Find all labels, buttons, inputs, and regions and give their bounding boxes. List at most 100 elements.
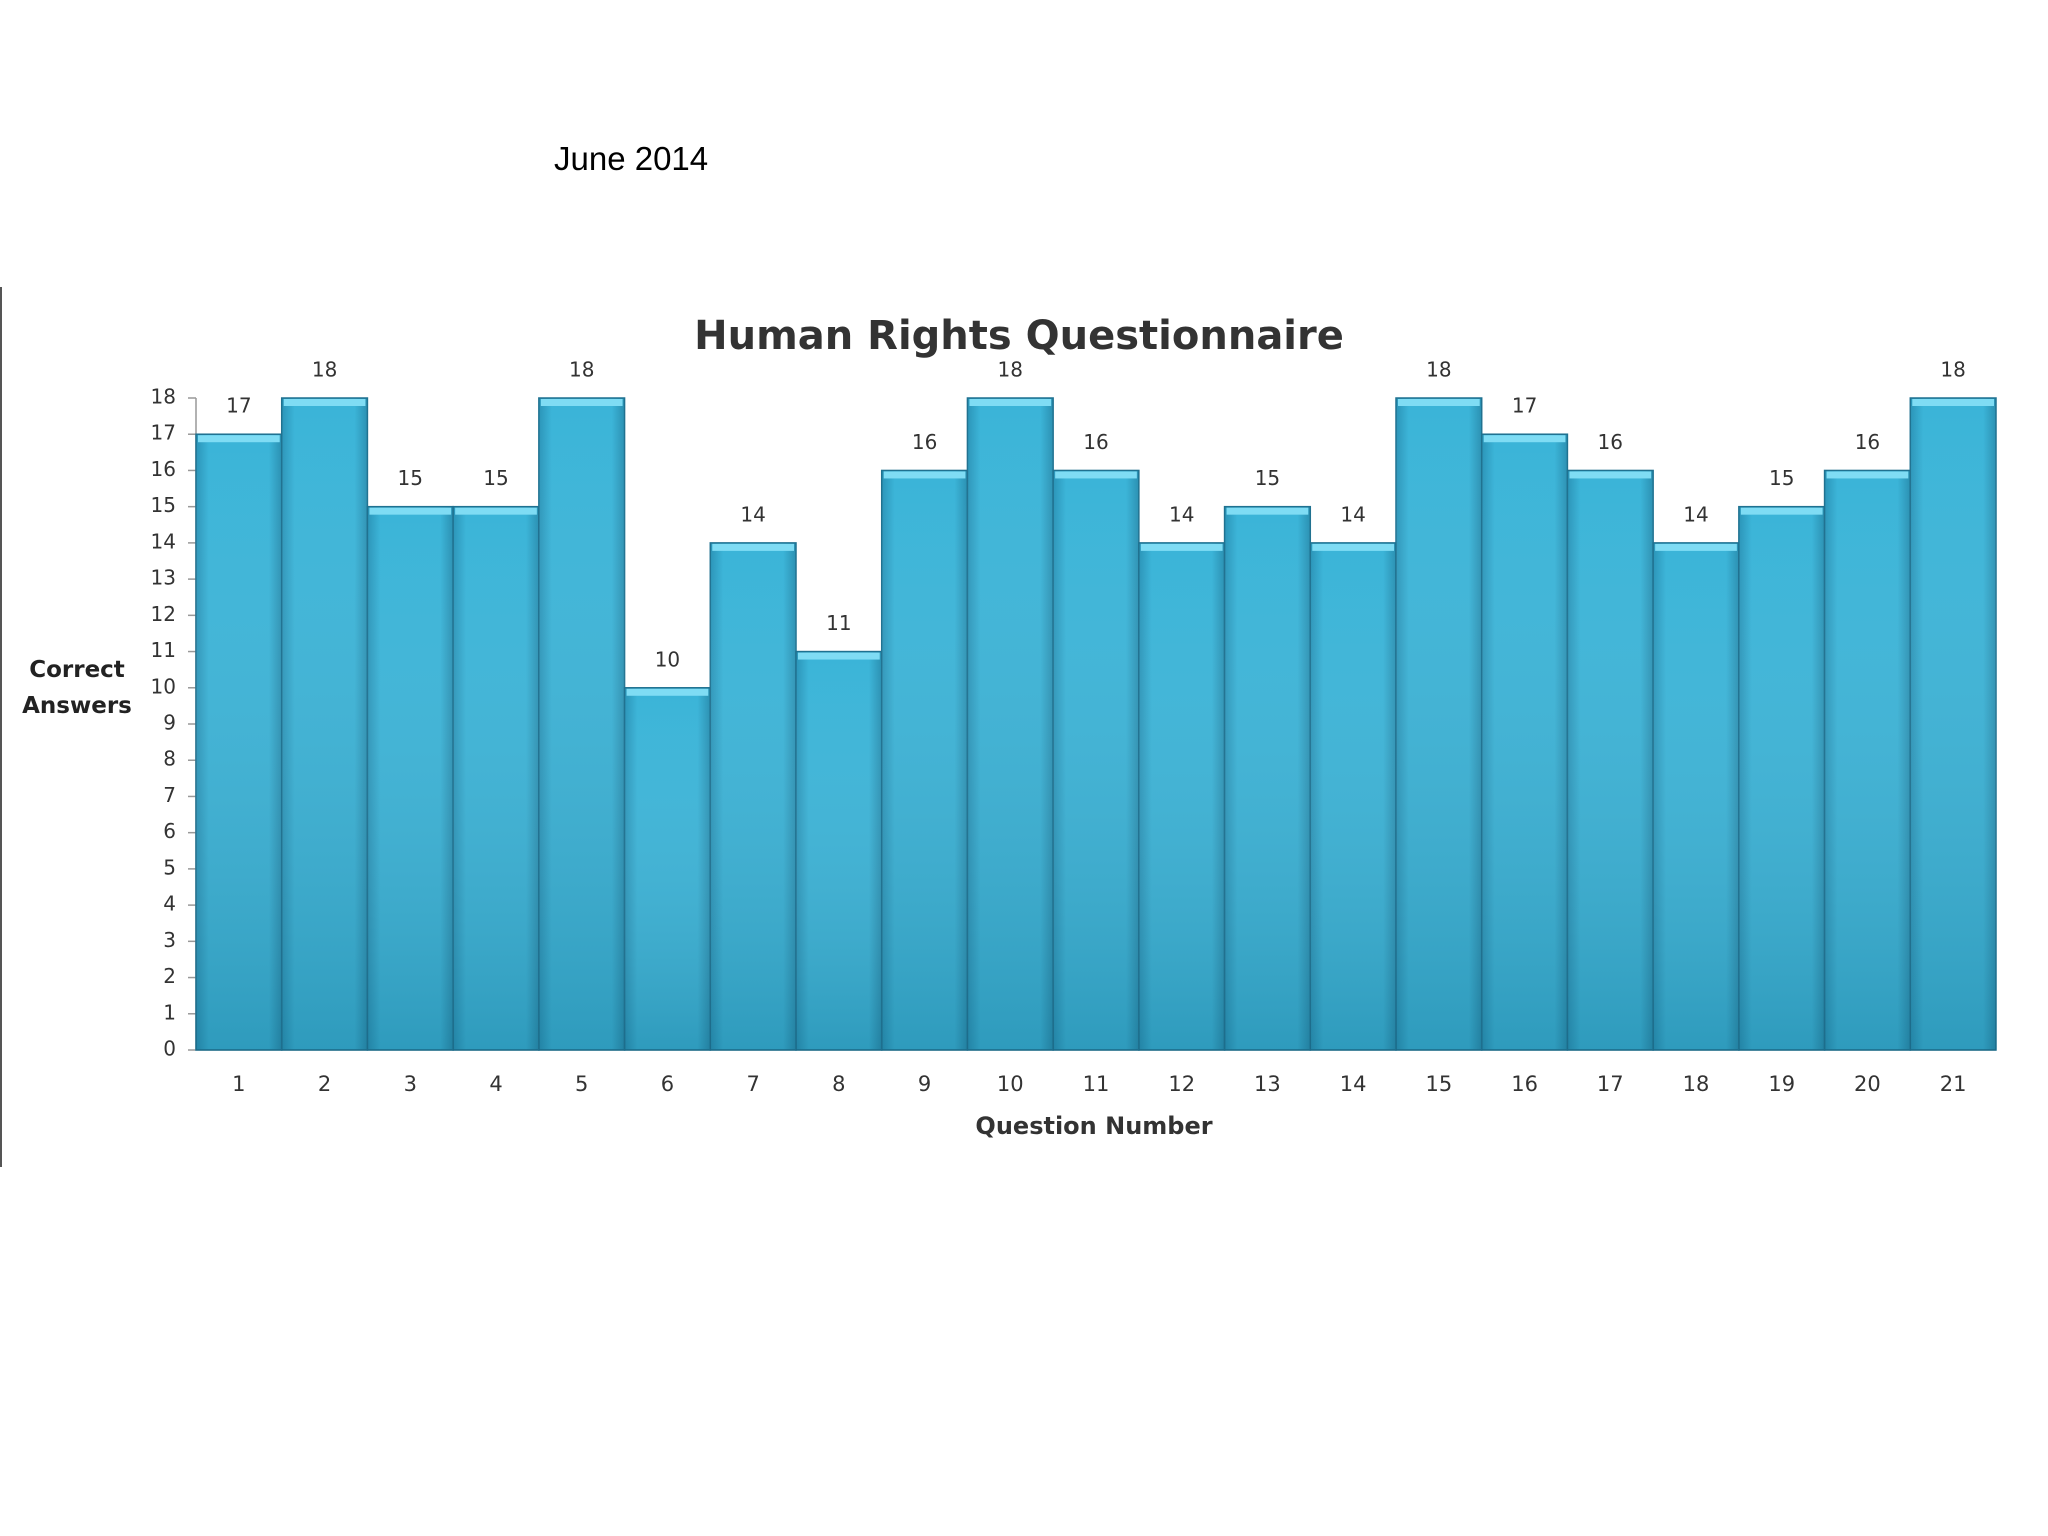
x-tick-label: 17 [1597, 1072, 1624, 1096]
bar-cap [369, 507, 452, 515]
chart-title: Human Rights Questionnaire [694, 313, 1344, 359]
y-tick-label: 12 [151, 602, 176, 626]
y-tick-label: 11 [151, 638, 176, 662]
x-axis-label: Question Number [975, 1112, 1212, 1140]
bar-shade [281, 398, 368, 1050]
x-tick-label: 9 [918, 1072, 931, 1096]
x-tick-label: 8 [832, 1072, 845, 1096]
bar-cap [1226, 507, 1309, 515]
y-tick-label: 17 [151, 421, 176, 445]
y-tick-label: 5 [163, 855, 176, 879]
bar-shade [1481, 434, 1568, 1050]
x-tick-label: 16 [1511, 1072, 1538, 1096]
value-label: 18 [312, 358, 337, 382]
value-label: 10 [655, 647, 680, 671]
bar-cap [1826, 471, 1909, 479]
x-tick-label: 20 [1854, 1072, 1881, 1096]
y-tick-label: 0 [163, 1037, 176, 1061]
x-tick-label: 14 [1340, 1072, 1367, 1096]
y-tick-label: 4 [163, 892, 176, 916]
value-label: 14 [740, 502, 765, 526]
x-tick-label: 11 [1083, 1072, 1110, 1096]
bar-cap [198, 435, 280, 443]
bar-cap [1655, 543, 1737, 551]
bar-cap [1055, 471, 1137, 479]
bar-shade [453, 506, 539, 1051]
bar-cap [1483, 435, 1566, 443]
bar-cap [1569, 471, 1652, 479]
bar-cap [540, 399, 623, 406]
y-tick-label: 3 [163, 928, 176, 952]
bar-shade [881, 470, 968, 1050]
bar-shade [1824, 470, 1911, 1050]
value-label: 17 [1512, 394, 1537, 418]
y-tick-label: 14 [151, 529, 176, 553]
bar-cap [283, 399, 366, 406]
bar-shade [1138, 542, 1225, 1050]
bar-shade [1224, 506, 1311, 1051]
x-tick-label: 21 [1940, 1072, 1967, 1096]
bar-shade [196, 434, 282, 1050]
bar-shade [967, 398, 1054, 1050]
bar-shade [1053, 470, 1139, 1050]
bar-cap [1312, 543, 1394, 551]
bar-cap [798, 652, 880, 660]
value-label: 16 [1083, 430, 1108, 454]
page-edge [0, 287, 2, 1167]
bar-shade [1310, 542, 1396, 1050]
y-tick-label: 10 [151, 674, 176, 698]
value-label: 15 [483, 466, 508, 490]
x-tick-label: 2 [318, 1072, 331, 1096]
bar-shade [1653, 542, 1739, 1050]
y-tick-label: 18 [151, 385, 176, 409]
bar-shade [538, 398, 625, 1050]
bar-cap [883, 471, 966, 479]
value-label: 18 [569, 358, 594, 382]
bar-cap [969, 399, 1052, 406]
y-tick-label: 9 [163, 711, 176, 735]
bar-shade [624, 687, 711, 1050]
bar-cap [712, 543, 794, 551]
y-tick-label: 6 [163, 819, 176, 843]
x-tick-label: 12 [1168, 1072, 1195, 1096]
bar-cap [1740, 507, 1823, 515]
x-tick-label: 13 [1254, 1072, 1281, 1096]
y-tick-label: 16 [151, 457, 176, 481]
bar-cap [626, 688, 709, 696]
bar-shade [1396, 398, 1482, 1050]
bar-shade [1910, 398, 1996, 1050]
x-tick-label: 19 [1768, 1072, 1795, 1096]
bar-shade [710, 542, 796, 1050]
bar-cap [1398, 399, 1480, 406]
value-label: 15 [1769, 466, 1794, 490]
x-tick-label: 7 [746, 1072, 759, 1096]
value-label: 18 [1940, 358, 1965, 382]
x-tick-label: 5 [575, 1072, 588, 1096]
x-tick-label: 4 [489, 1072, 502, 1096]
bar-shade [1738, 506, 1825, 1051]
y-tick-label: 13 [151, 566, 176, 590]
bar-cap [1140, 543, 1223, 551]
x-tick-label: 1 [232, 1072, 245, 1096]
value-label: 14 [1169, 502, 1194, 526]
x-tick-label: 18 [1683, 1072, 1710, 1096]
x-tick-label: 10 [997, 1072, 1024, 1096]
x-tick-label: 3 [404, 1072, 417, 1096]
y-axis-label: Correct Answers [22, 657, 132, 719]
bar-shade [796, 651, 882, 1050]
value-label: 16 [1598, 430, 1623, 454]
value-label: 15 [398, 466, 423, 490]
value-label: 18 [1426, 358, 1451, 382]
value-label: 15 [1255, 466, 1280, 490]
bar-cap [455, 507, 537, 515]
bar-shade [367, 506, 454, 1051]
y-tick-label: 8 [163, 747, 176, 771]
value-label: 14 [1340, 502, 1365, 526]
value-label: 11 [826, 611, 851, 635]
bar-shade [1567, 470, 1654, 1050]
x-tick-label: 15 [1425, 1072, 1452, 1096]
y-tick-label: 15 [151, 493, 176, 517]
y-tick-label: 2 [163, 964, 176, 988]
